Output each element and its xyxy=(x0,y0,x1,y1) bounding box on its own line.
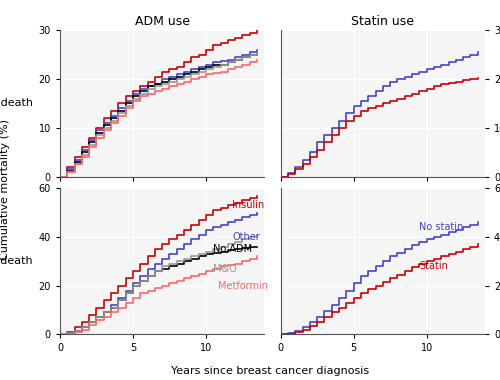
Text: Other: Other xyxy=(232,232,260,242)
Text: M&O: M&O xyxy=(213,264,237,274)
Text: Insulin: Insulin xyxy=(232,200,264,210)
Title: ADM use: ADM use xyxy=(134,15,190,28)
Text: Cumulative mortality (%): Cumulative mortality (%) xyxy=(0,119,10,261)
Text: No ADM: No ADM xyxy=(213,244,252,254)
Y-axis label: BC death: BC death xyxy=(0,98,33,108)
Text: No statin: No statin xyxy=(420,222,464,232)
Text: Years since breast cancer diagnosis: Years since breast cancer diagnosis xyxy=(171,366,369,376)
Text: Statin: Statin xyxy=(420,261,448,271)
Title: Statin use: Statin use xyxy=(352,15,414,28)
Y-axis label: Other death: Other death xyxy=(0,256,33,266)
Text: Metformin: Metformin xyxy=(218,281,268,291)
